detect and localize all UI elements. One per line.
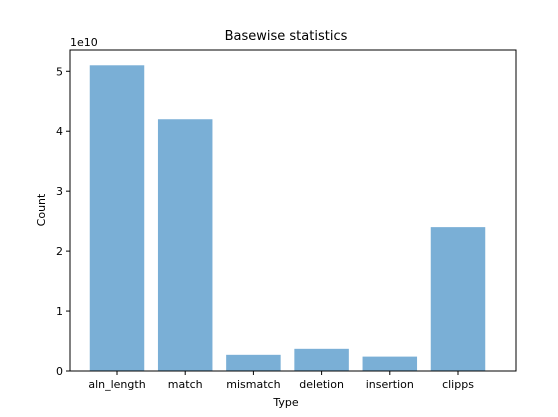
bar-match: [157, 119, 213, 372]
plot-frame: [69, 49, 517, 372]
x-ticks-group: aln_length match mismatch deletion insertion…: [88, 371, 474, 391]
bars-group: [89, 65, 486, 372]
y-tick-label: 4: [56, 125, 63, 138]
bar-clipps: [430, 227, 486, 371]
y-axis-label: Count: [35, 193, 48, 226]
bar-aln_length: [89, 65, 145, 371]
x-tick-label: insertion: [366, 378, 414, 391]
bar-deletion: [294, 348, 349, 371]
x-axis-label: Type: [272, 396, 298, 409]
y-tick-label: 0: [56, 365, 63, 378]
chart-title: Basewise statistics: [225, 29, 348, 44]
x-tick-label: match: [168, 378, 203, 391]
y-tick-label: 3: [56, 185, 63, 198]
bar-insertion: [362, 356, 418, 371]
bar-mismatch: [226, 354, 281, 371]
x-tick-label: mismatch: [226, 378, 280, 391]
y-multiplier-label: 1e10: [70, 36, 98, 49]
x-tick-label: aln_length: [88, 378, 145, 391]
y-tick-label: 2: [56, 245, 63, 258]
y-tick-label: 5: [56, 65, 63, 78]
x-tick-label: clipps: [442, 378, 474, 391]
y-ticks-group: 0 1 2 3 4 5: [56, 65, 70, 378]
y-tick-label: 1: [56, 305, 63, 318]
x-tick-label: deletion: [299, 378, 344, 391]
